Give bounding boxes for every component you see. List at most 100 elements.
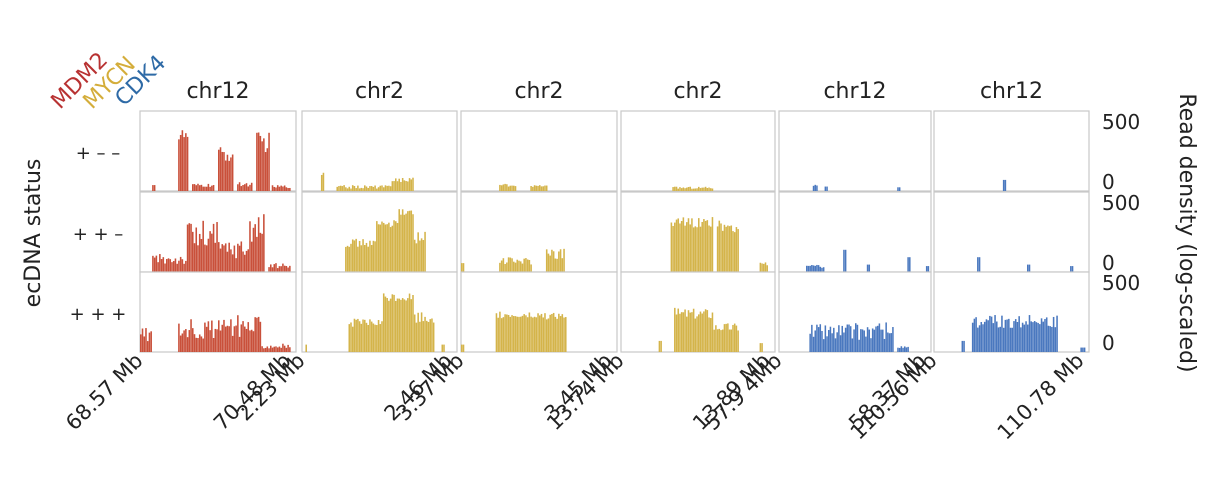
density-bar bbox=[861, 329, 864, 352]
density-bar bbox=[160, 259, 163, 272]
density-bar bbox=[1051, 326, 1053, 352]
density-bar bbox=[996, 321, 998, 352]
density-bar bbox=[273, 264, 276, 272]
density-bar bbox=[223, 245, 225, 272]
density-bar bbox=[244, 326, 246, 352]
density-bar bbox=[999, 326, 1001, 352]
density-bar bbox=[228, 242, 230, 272]
density-bar bbox=[276, 268, 279, 272]
density-bar bbox=[824, 325, 827, 352]
density-bar bbox=[691, 218, 693, 272]
density-bar bbox=[155, 255, 158, 272]
density-bar bbox=[686, 187, 688, 191]
density-bar bbox=[211, 233, 213, 272]
density-bar bbox=[339, 185, 342, 191]
density-bar bbox=[821, 267, 823, 272]
density-bar bbox=[839, 335, 842, 352]
density-bar bbox=[443, 344, 445, 352]
density-bar bbox=[185, 133, 187, 191]
density-bar bbox=[883, 338, 886, 352]
density-bar bbox=[519, 261, 522, 272]
density-bar bbox=[1028, 315, 1031, 352]
density-bar bbox=[386, 185, 388, 191]
density-bar bbox=[424, 316, 426, 352]
density-bar bbox=[511, 315, 513, 352]
panel-chr2-row-2 bbox=[460, 191, 618, 273]
density-bar bbox=[963, 340, 965, 352]
density-bar bbox=[711, 188, 714, 191]
density-bar bbox=[420, 238, 423, 272]
density-bar bbox=[228, 326, 230, 352]
density-bar bbox=[186, 224, 189, 272]
density-bar bbox=[1052, 316, 1055, 352]
density-bar bbox=[677, 188, 680, 191]
density-bar bbox=[658, 340, 661, 352]
density-bar bbox=[382, 222, 385, 272]
density-bar bbox=[204, 244, 206, 272]
density-bar bbox=[379, 224, 382, 272]
density-bar bbox=[687, 187, 690, 191]
density-bar bbox=[285, 187, 288, 191]
density-bar bbox=[235, 325, 237, 352]
density-bar bbox=[708, 225, 710, 272]
density-bar bbox=[533, 185, 536, 191]
density-bar bbox=[822, 339, 825, 352]
density-bar bbox=[856, 324, 859, 352]
density-bar bbox=[686, 222, 688, 272]
density-bar bbox=[898, 187, 901, 191]
density-bar bbox=[249, 221, 251, 272]
density-bar bbox=[902, 347, 904, 352]
density-bar bbox=[1082, 347, 1084, 352]
density-bar bbox=[353, 240, 356, 272]
density-bar bbox=[509, 316, 512, 352]
density-bar bbox=[1014, 319, 1017, 352]
density-bar bbox=[408, 210, 411, 272]
density-bar bbox=[357, 246, 359, 272]
panel-chr12-row-1 bbox=[139, 110, 297, 192]
density-bar bbox=[1032, 322, 1034, 352]
density-bar bbox=[218, 320, 220, 352]
density-bar bbox=[379, 185, 382, 191]
density-bar bbox=[674, 307, 676, 352]
panel-title-chr2: chr2 bbox=[355, 79, 404, 104]
density-bar bbox=[233, 245, 236, 272]
density-bar bbox=[198, 185, 201, 191]
density-bar bbox=[357, 185, 359, 191]
density-bar bbox=[410, 210, 413, 272]
density-bar bbox=[360, 245, 363, 272]
density-bar bbox=[192, 231, 194, 272]
density-bar bbox=[983, 321, 986, 352]
density-bar bbox=[728, 226, 731, 272]
density-bar bbox=[720, 223, 722, 272]
panel-title-chr12: chr12 bbox=[980, 79, 1043, 104]
density-bar bbox=[374, 185, 376, 191]
density-bar bbox=[514, 262, 517, 272]
density-bar bbox=[185, 329, 187, 352]
density-bar bbox=[909, 257, 911, 272]
density-bar bbox=[424, 231, 426, 272]
density-bar bbox=[350, 243, 352, 272]
density-bar bbox=[376, 325, 378, 352]
panel-title-chr2: chr2 bbox=[514, 79, 563, 104]
density-bar bbox=[761, 343, 763, 352]
density-bar bbox=[925, 266, 928, 272]
panel-chr2-row-2 bbox=[301, 191, 458, 273]
y-tick-max: 500 bbox=[1102, 191, 1140, 215]
density-bar bbox=[680, 220, 683, 272]
density-bar bbox=[364, 319, 366, 352]
density-bar bbox=[289, 347, 291, 352]
density-bar bbox=[816, 185, 818, 191]
density-bar bbox=[552, 251, 555, 272]
panel-title-chr12: chr12 bbox=[823, 79, 886, 104]
density-bar bbox=[565, 317, 567, 352]
density-bar bbox=[848, 324, 850, 352]
x-tick-start: 110.56 Mb bbox=[846, 349, 942, 445]
density-bar bbox=[285, 265, 288, 272]
density-bar bbox=[539, 185, 541, 191]
density-bar bbox=[858, 339, 860, 352]
density-bar bbox=[143, 336, 146, 352]
density-bar bbox=[504, 263, 506, 272]
density-bar bbox=[873, 329, 876, 352]
density-bar bbox=[348, 324, 351, 352]
density-bar bbox=[558, 313, 560, 352]
